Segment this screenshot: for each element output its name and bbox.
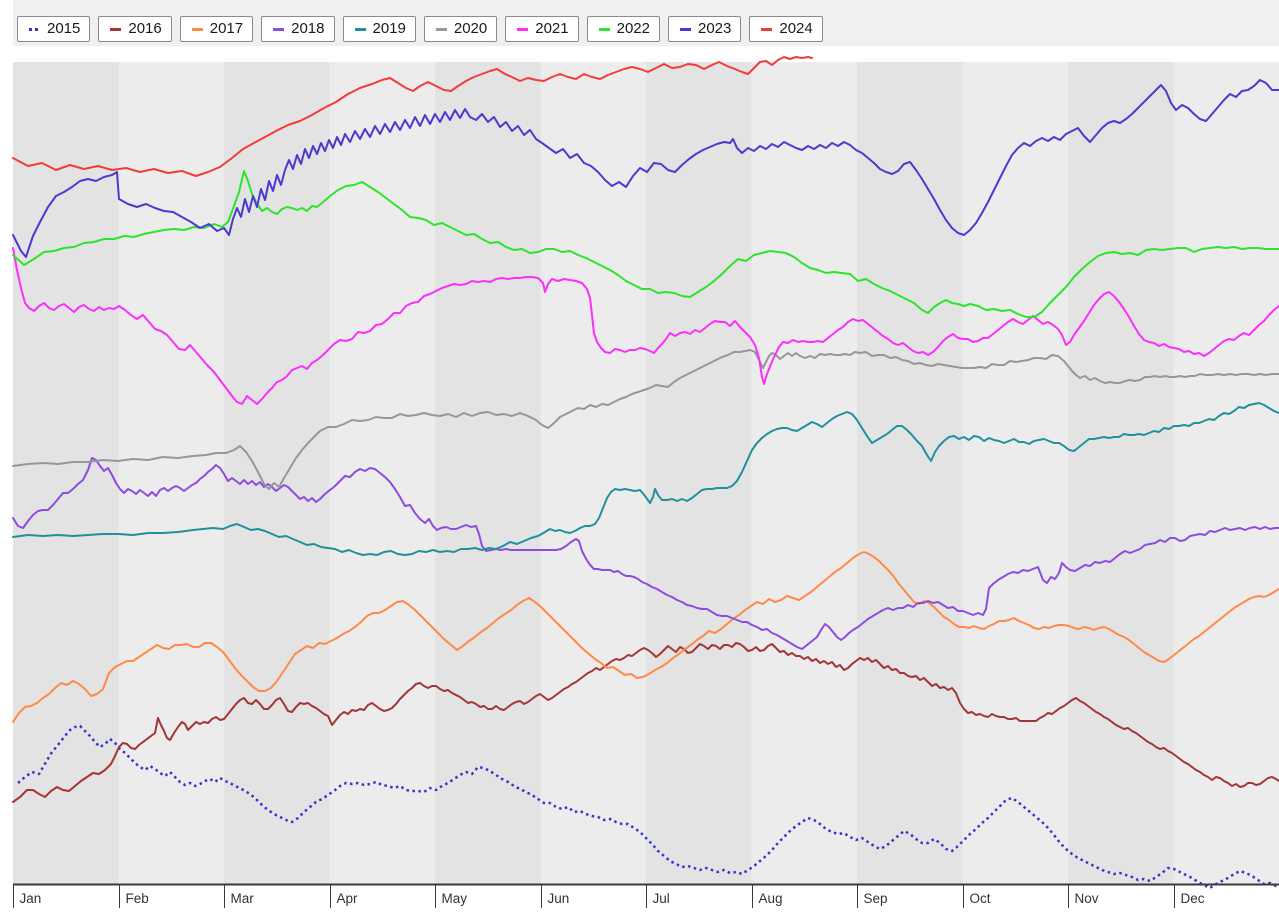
month-label-jul: Jul <box>653 891 670 906</box>
legend-year-label: 2023 <box>698 20 732 37</box>
month-band-apr <box>329 62 435 884</box>
month-band-aug <box>751 62 857 884</box>
month-label-may: May <box>442 891 468 906</box>
legend-year-label: 2020 <box>453 20 488 37</box>
legend-item-2018[interactable]: 2018 <box>261 16 335 42</box>
legend-swatch-icon <box>110 27 122 31</box>
legend-swatch-icon <box>29 27 40 31</box>
month-label-sep: Sep <box>864 891 888 906</box>
month-band-sep <box>857 62 963 884</box>
legend-year-label: 2018 <box>291 20 325 37</box>
month-band-jun <box>540 62 646 884</box>
legend-year-label: 2015 <box>47 20 81 37</box>
series-line-2017 <box>12 551 1279 723</box>
series-line-2015 <box>17 724 1279 890</box>
series-line-2020 <box>12 349 1279 490</box>
month-label-dec: Dec <box>1181 891 1205 906</box>
legend-item-2020[interactable]: 2020 <box>423 16 498 42</box>
month-label-jun: Jun <box>548 891 570 906</box>
legend-item-2021[interactable]: 2021 <box>505 16 579 42</box>
legend-swatch-icon <box>598 27 610 31</box>
legend-year-label: 2019 <box>372 20 406 37</box>
legend-year-label: 2021 <box>535 20 569 37</box>
legend-swatch-icon <box>435 27 447 31</box>
legend-item-2017[interactable]: 2017 <box>179 16 254 42</box>
series-line-2018 <box>12 457 1279 650</box>
legend-item-2019[interactable]: 2019 <box>342 16 416 42</box>
month-label-feb: Feb <box>126 891 149 906</box>
legend-swatch-icon <box>354 27 366 31</box>
month-label-aug: Aug <box>759 891 783 906</box>
month-band-jul <box>646 62 752 884</box>
month-band-dec <box>1173 62 1279 884</box>
legend-swatch-icon <box>273 27 285 31</box>
legend-year-label: 2017 <box>209 20 244 37</box>
series-line-2023 <box>12 79 1279 258</box>
legend-item-2023[interactable]: 2023 <box>668 16 742 42</box>
month-band-mar <box>224 62 330 884</box>
month-band-oct <box>962 62 1068 884</box>
month-label-nov: Nov <box>1075 891 1099 906</box>
month-label-oct: Oct <box>970 891 991 906</box>
month-band-may <box>435 62 541 884</box>
series-line-2016 <box>12 642 1279 803</box>
legend-year-label: 2024 <box>779 20 813 37</box>
legend-swatch-icon <box>517 27 529 31</box>
month-label-mar: Mar <box>231 891 255 906</box>
legend-year-label: 2022 <box>616 20 650 37</box>
legend-bar: 2015 2016 2017 2018 2019 2020 2021 2022 2023 2024 <box>13 0 1279 46</box>
series-line-2024 <box>12 56 813 177</box>
legend-item-2022[interactable]: 2022 <box>586 16 660 42</box>
legend-item-2024[interactable]: 2024 <box>749 16 823 42</box>
month-label-apr: Apr <box>337 891 359 906</box>
month-label-jan: Jan <box>20 891 42 906</box>
month-band-nov <box>1068 62 1174 884</box>
month-band-jan <box>13 62 119 884</box>
legend-item-2016[interactable]: 2016 <box>98 16 172 42</box>
series-line-2019 <box>12 402 1279 556</box>
legend-item-2015[interactable]: 2015 <box>17 16 91 42</box>
legend-swatch-icon <box>761 27 773 31</box>
series-line-2021 <box>12 247 1279 405</box>
legend-year-label: 2016 <box>128 20 162 37</box>
legend-swatch-icon <box>680 27 691 31</box>
legend-swatch-icon <box>191 27 203 31</box>
